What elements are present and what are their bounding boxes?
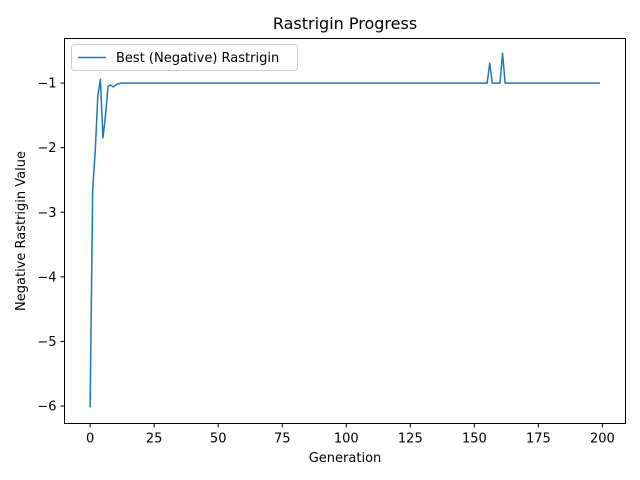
y-tick-label: −2: [37, 141, 56, 156]
y-tick-label: −3: [37, 206, 56, 221]
x-tick-label: 200: [590, 432, 615, 447]
x-tick-label: 25: [146, 432, 163, 447]
x-tick-label: 125: [398, 432, 423, 447]
x-axis-label: Generation: [309, 451, 382, 466]
legend-label: Best (Negative) Rastrigin: [116, 51, 279, 66]
series-group: [89, 52, 600, 408]
x-tick-label: 50: [210, 432, 227, 447]
y-tick-label: −1: [37, 77, 56, 92]
series-line: [89, 52, 600, 408]
x-tick-label: 75: [274, 432, 291, 447]
y-tick-label: −4: [37, 270, 56, 285]
axes-frame: [64, 38, 626, 424]
x-tick-label: 0: [86, 432, 94, 447]
legend: Best (Negative) Rastrigin: [71, 44, 298, 71]
x-tick-label: 150: [462, 432, 487, 447]
y-tick-label: −6: [37, 400, 56, 415]
x-tick-label: 175: [526, 432, 551, 447]
y-tick-label: −5: [37, 335, 56, 350]
axis-ticks: 0 25 50 75 100 125 150 175 200 −6 −5 −4 −3 −2 −1: [37, 77, 615, 447]
y-axis-label: Negative Rastrigin Value: [14, 151, 29, 311]
x-tick-label: 100: [334, 432, 359, 447]
chart-title: Rastrigin Progress: [273, 14, 417, 33]
legend-box: [71, 44, 298, 71]
